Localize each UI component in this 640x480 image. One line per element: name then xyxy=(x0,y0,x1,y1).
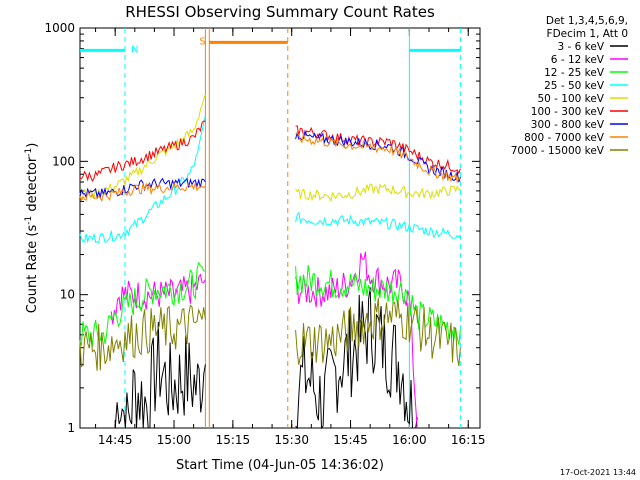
series-line xyxy=(79,304,206,371)
x-tick-label: 15:30 xyxy=(274,433,309,447)
x-tick-label: 16:00 xyxy=(392,433,427,447)
footer-timestamp: 17-Oct-2021 13:44 xyxy=(560,468,636,477)
plot-frame xyxy=(79,27,481,429)
plot-area: 1 10 100 1000 14:45 15:00 15:15 15:30 15:45 16:0… xyxy=(44,21,485,447)
y-tick-label: 1000 xyxy=(44,21,75,35)
series-line xyxy=(79,115,206,244)
flag-label: S xyxy=(199,36,205,47)
x-tick-label: 16:15 xyxy=(451,433,486,447)
series-group xyxy=(79,93,461,430)
legend-entry-label: 100 - 300 keV xyxy=(531,106,605,118)
series-line xyxy=(295,287,418,430)
series-line xyxy=(295,297,461,366)
attenuator-flags: NS xyxy=(80,28,461,428)
legend-entry-label: 6 - 12 keV xyxy=(551,54,605,66)
series-line xyxy=(79,177,206,199)
legend-entry-label: 800 - 7000 keV xyxy=(524,132,605,144)
y-tick-label: 1 xyxy=(67,421,75,435)
series-line xyxy=(295,132,461,184)
series-line xyxy=(79,120,206,182)
y-tick-label: 100 xyxy=(52,154,75,168)
y-axis-label-sup2: -1 xyxy=(24,148,34,157)
legend-entry-label: 7000 - 15000 keV xyxy=(511,145,605,157)
legend-entry-label: 3 - 6 keV xyxy=(557,41,604,53)
x-tick-label: 15:15 xyxy=(216,433,251,447)
x-tick-label: 14:45 xyxy=(98,433,133,447)
y-axis-label-end: ) xyxy=(25,143,40,148)
x-tick-label: 15:00 xyxy=(157,433,192,447)
series-line xyxy=(295,265,461,345)
legend-entry-label: 50 - 100 keV xyxy=(537,93,604,105)
series-line xyxy=(295,211,461,239)
legend: Det 1,3,4,5,6,9,FDecim 1, Att 03 - 6 keV… xyxy=(511,15,628,157)
chart-title: RHESSI Observing Summary Count Rates xyxy=(125,3,435,21)
series-line xyxy=(79,180,206,203)
legend-entry-label: 300 - 800 keV xyxy=(531,119,605,131)
legend-header: FDecim 1, Att 0 xyxy=(547,28,628,40)
legend-entry-label: 12 - 25 keV xyxy=(544,67,605,79)
x-axis-label: Start Time (04-Jun-05 14:36:02) xyxy=(176,458,384,473)
y-tick-label: 10 xyxy=(60,288,75,302)
legend-header: Det 1,3,4,5,6,9, xyxy=(546,15,628,27)
legend-entry-label: 25 - 50 keV xyxy=(544,80,605,92)
series-line xyxy=(114,321,206,429)
y-axis: 1 10 100 1000 xyxy=(44,21,480,435)
y-axis-label: Count Rate (s-1 detector-1) xyxy=(24,143,40,314)
x-tick-label: 15:45 xyxy=(333,433,368,447)
y-axis-label-sup1: -1 xyxy=(24,216,34,225)
y-axis-label-mid: detector xyxy=(25,156,40,216)
flag-label: N xyxy=(131,44,138,55)
series-line xyxy=(295,183,461,203)
series-line xyxy=(79,261,206,347)
y-axis-label-main: Count Rate (s xyxy=(25,225,40,314)
series-line xyxy=(295,129,461,183)
x-axis: 14:45 15:00 15:15 15:30 15:45 16:00 16:15 xyxy=(95,28,486,447)
